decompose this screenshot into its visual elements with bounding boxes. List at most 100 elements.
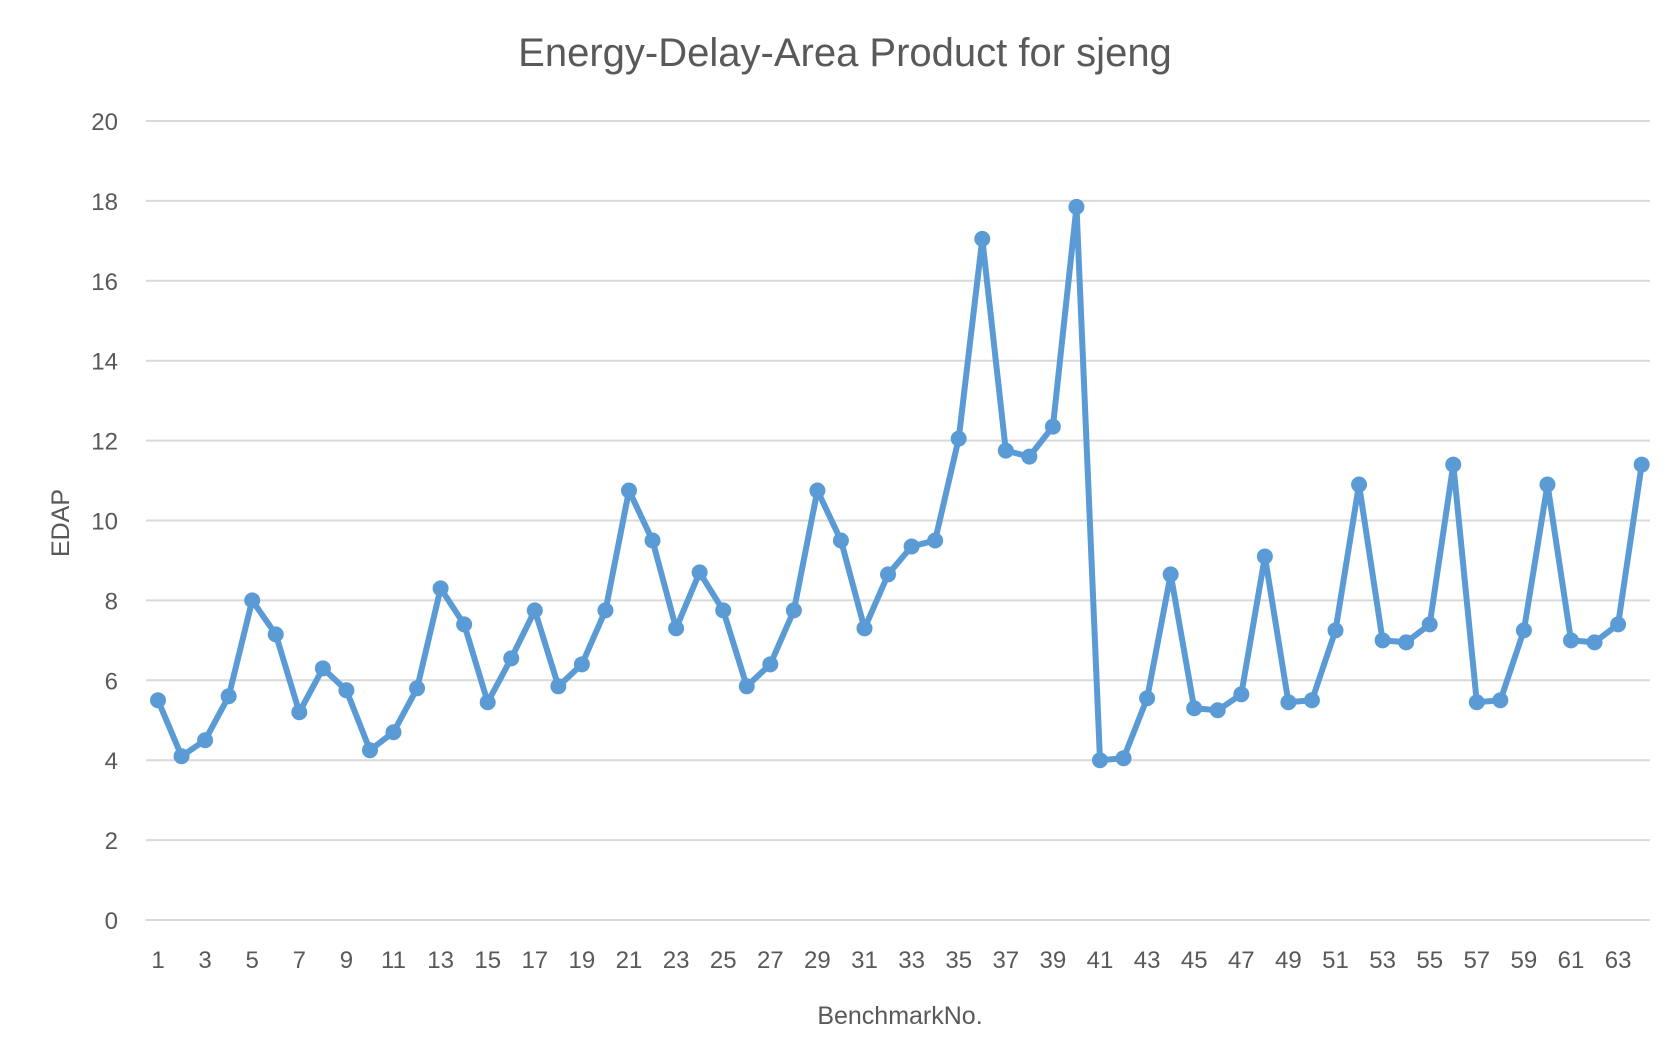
x-tick-label: 15 <box>474 947 501 974</box>
data-point <box>456 616 473 633</box>
data-point <box>361 742 378 759</box>
x-tick-label: 39 <box>1040 947 1067 974</box>
data-point <box>1115 750 1132 767</box>
data-point <box>1209 702 1226 719</box>
x-tick-label: 3 <box>198 947 211 974</box>
x-tick-label: 47 <box>1228 947 1255 974</box>
data-point <box>573 656 590 673</box>
x-tick-label: 57 <box>1463 947 1490 974</box>
data-point <box>644 532 661 549</box>
x-tick-label: 31 <box>851 947 878 974</box>
data-point <box>1468 694 1485 711</box>
y-tick-label: 0 <box>105 908 118 935</box>
data-point <box>1327 622 1344 639</box>
x-tick-label: 19 <box>569 947 596 974</box>
data-point <box>621 482 637 499</box>
y-tick-label: 2 <box>105 828 118 855</box>
x-tick-label: 63 <box>1605 947 1632 974</box>
data-point <box>1610 616 1627 633</box>
y-tick-label: 16 <box>91 269 118 296</box>
x-tick-label: 33 <box>898 947 925 974</box>
x-tick-label: 37 <box>992 947 1019 974</box>
data-point <box>1374 632 1391 649</box>
y-axis-label: EDAP <box>47 489 75 557</box>
data-point <box>856 620 873 637</box>
x-tick-label: 41 <box>1087 947 1114 974</box>
data-point <box>691 564 708 581</box>
data-point <box>1445 456 1462 473</box>
data-point <box>1139 690 1156 707</box>
y-tick-label: 8 <box>105 588 118 615</box>
data-point <box>197 732 214 749</box>
x-tick-label: 23 <box>663 947 690 974</box>
x-tick-label: 5 <box>246 947 259 974</box>
x-tick-label: 1 <box>151 947 164 974</box>
data-point <box>1633 456 1650 473</box>
data-point <box>220 688 237 705</box>
data-point <box>927 532 944 549</box>
series-line <box>155 203 1645 764</box>
data-point <box>1280 694 1297 711</box>
data-point <box>1563 632 1579 649</box>
data-point <box>1186 700 1203 717</box>
data-point <box>809 482 826 499</box>
data-point <box>338 682 355 699</box>
data-point <box>1539 476 1556 493</box>
y-tick-label: 12 <box>91 429 118 456</box>
data-point <box>291 704 308 721</box>
data-point <box>762 656 779 673</box>
data-point <box>1351 476 1368 493</box>
data-point <box>244 592 261 609</box>
data-point <box>1162 566 1179 583</box>
data-point <box>503 650 520 667</box>
data-point <box>550 678 567 695</box>
data-point <box>1515 622 1532 639</box>
data-point <box>832 532 849 549</box>
x-tick-label: 29 <box>804 947 831 974</box>
y-tick-label: 18 <box>91 189 118 216</box>
y-tick-label: 4 <box>105 748 118 775</box>
x-tick-label: 49 <box>1275 947 1302 974</box>
data-point <box>1044 418 1061 435</box>
x-tick-label: 55 <box>1416 947 1443 974</box>
data-point <box>173 748 190 765</box>
x-tick-label: 53 <box>1369 947 1396 974</box>
x-tick-label: 11 <box>381 947 406 974</box>
y-axis-ticks: 0 2 4 6 8 10 12 14 16 18 20 <box>91 109 118 935</box>
x-tick-label: 13 <box>427 947 454 974</box>
data-point <box>974 230 991 247</box>
data-point <box>1421 616 1438 633</box>
x-tick-label: 9 <box>340 947 353 974</box>
data-point <box>1492 692 1509 709</box>
x-tick-label: 25 <box>710 947 737 974</box>
data-point <box>267 626 284 643</box>
data-point <box>950 430 967 447</box>
data-point <box>903 538 920 555</box>
data-point <box>1092 752 1108 769</box>
data-point <box>715 602 732 619</box>
data-point <box>1398 634 1415 651</box>
data-point <box>526 602 543 619</box>
x-tick-label: 7 <box>293 947 306 974</box>
data-point <box>668 620 685 637</box>
chart-title: Energy-Delay-Area Product for sjeng <box>518 31 1172 75</box>
x-tick-label: 43 <box>1134 947 1161 974</box>
data-point <box>597 602 614 619</box>
data-point <box>997 442 1014 459</box>
x-axis-ticks: 1 3 5 7 9 11 13 15 17 19 21 23 25 27 29 31 33 35 37 39 41 43 4… <box>151 947 1631 974</box>
y-tick-label: 14 <box>91 349 118 376</box>
data-point <box>385 724 402 741</box>
y-tick-label: 6 <box>105 668 118 695</box>
data-point <box>479 694 496 711</box>
x-axis-label: BenchmarkNo. <box>817 1002 982 1030</box>
data-point <box>1256 548 1273 565</box>
y-tick-label: 10 <box>91 509 118 536</box>
data-point <box>1021 448 1038 465</box>
x-tick-label: 45 <box>1181 947 1208 974</box>
x-tick-label: 61 <box>1558 947 1585 974</box>
data-point <box>432 580 449 597</box>
data-point <box>1068 198 1085 215</box>
x-tick-label: 21 <box>616 947 643 974</box>
